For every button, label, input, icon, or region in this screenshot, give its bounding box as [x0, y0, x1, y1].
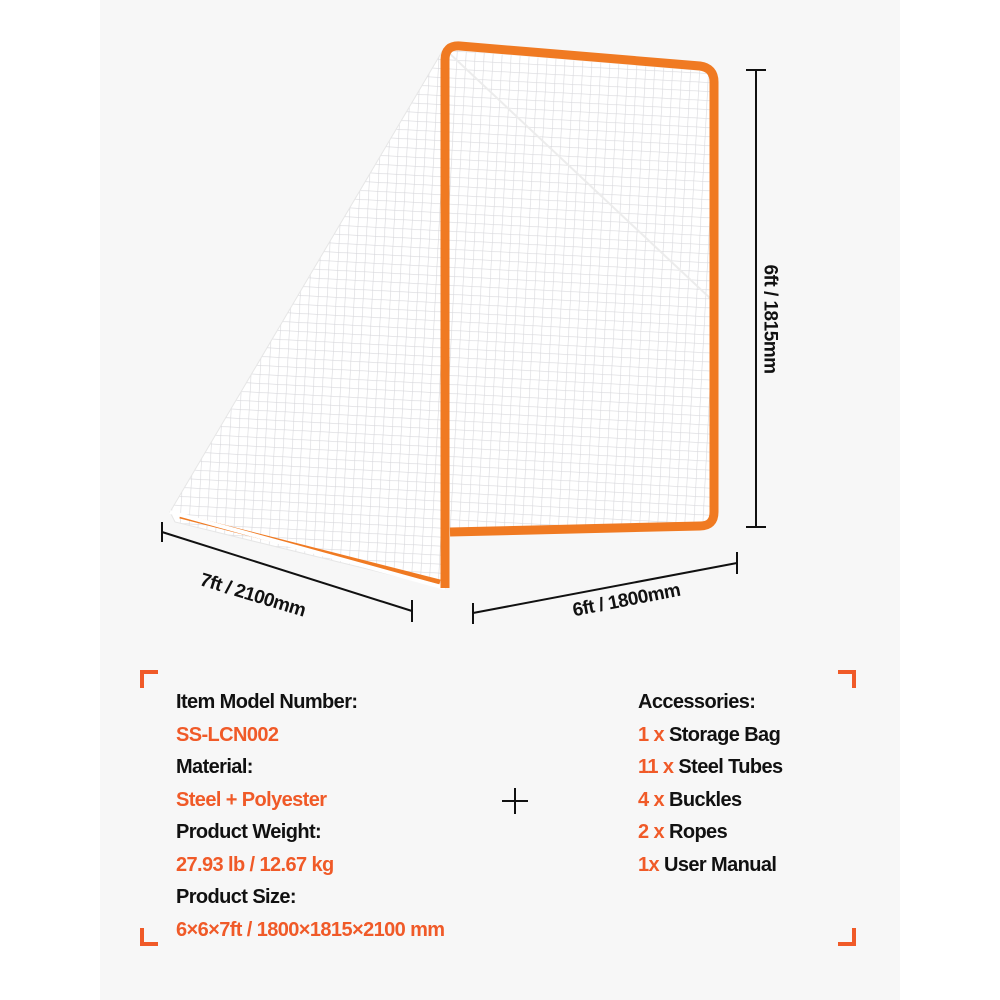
corner-bracket-top-left [140, 670, 158, 688]
plus-icon [502, 788, 528, 814]
model-value: SS-LCN002 [176, 723, 279, 746]
corner-bracket-bottom-left [140, 928, 158, 946]
weight-value: 27.93 lb / 12.67 kg [176, 853, 334, 876]
accessories-list: Accessories: 1 x Storage Bag 11 x Steel … [638, 686, 783, 881]
weight-label: Product Weight: [176, 821, 322, 843]
material-label: Material: [176, 756, 253, 778]
accessory-item: 4 x Buckles [638, 788, 742, 811]
size-label: Product Size: [176, 886, 297, 908]
accessory-item: 11 x Steel Tubes [638, 756, 783, 778]
height-dimension-label: 6ft / 1815mm [759, 264, 781, 374]
corner-bracket-bottom-right [838, 928, 856, 946]
accessory-item: 1 x Storage Bag [638, 723, 781, 746]
front-net [448, 50, 712, 530]
dimension-lines [161, 69, 766, 624]
side-net [169, 48, 446, 589]
size-value: 6×6×7ft / 1800×1815×2100 mm [176, 918, 445, 941]
accessories-title: Accessories: [638, 691, 756, 713]
specs-list: Item Model Number: SS-LCN002 Material: S… [176, 686, 445, 946]
material-value: Steel + Polyester [176, 788, 327, 811]
model-label: Item Model Number: [176, 691, 358, 713]
goal-frame [440, 41, 719, 588]
corner-bracket-top-right [838, 670, 856, 688]
accessory-item: 2 x Ropes [638, 821, 728, 843]
accessory-item: 1x User Manual [638, 853, 777, 876]
